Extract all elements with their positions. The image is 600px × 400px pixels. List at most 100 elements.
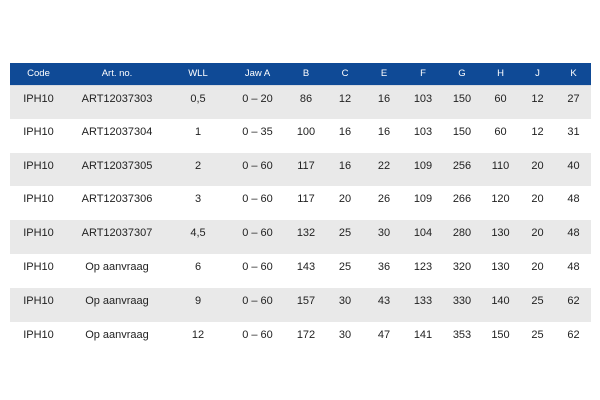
cell-f: 104 xyxy=(404,220,442,254)
cell-code: IPH10 xyxy=(10,118,67,153)
cell-art-no: Op aanvraag xyxy=(67,287,167,322)
cell-h: 140 xyxy=(482,287,519,322)
header-f: F xyxy=(404,63,442,86)
cell-j: 20 xyxy=(519,220,556,254)
cell-b: 132 xyxy=(286,220,326,254)
cell-e: 22 xyxy=(364,152,404,187)
cell-jaw-a: 0 – 60 xyxy=(229,321,286,356)
cell-c: 12 xyxy=(326,85,364,119)
cell-e: 47 xyxy=(364,321,404,356)
cell-code: IPH10 xyxy=(10,186,67,221)
cell-art-no: Op aanvraag xyxy=(67,253,167,288)
cell-g: 353 xyxy=(442,321,482,356)
cell-code: IPH10 xyxy=(10,253,67,288)
cell-code: IPH10 xyxy=(10,287,67,322)
cell-e: 43 xyxy=(364,287,404,322)
cell-wll: 4,5 xyxy=(167,220,229,254)
cell-jaw-a: 0 – 20 xyxy=(229,85,286,119)
spec-table-container: Code Art. no. WLL Jaw A B C E F G H J K … xyxy=(10,63,591,356)
cell-art-no: ART12037304 xyxy=(67,118,167,153)
cell-h: 60 xyxy=(482,85,519,119)
cell-wll: 6 xyxy=(167,253,229,288)
cell-c: 25 xyxy=(326,253,364,288)
cell-art-no: ART12037303 xyxy=(67,85,167,119)
cell-jaw-a: 0 – 60 xyxy=(229,152,286,187)
cell-g: 256 xyxy=(442,152,482,187)
cell-k: 48 xyxy=(556,186,591,221)
cell-jaw-a: 0 – 35 xyxy=(229,118,286,153)
header-h: H xyxy=(482,63,519,86)
cell-h: 110 xyxy=(482,152,519,187)
cell-k: 62 xyxy=(556,321,591,356)
cell-wll: 9 xyxy=(167,287,229,322)
cell-f: 103 xyxy=(404,118,442,153)
cell-wll: 3 xyxy=(167,186,229,221)
cell-j: 20 xyxy=(519,152,556,187)
cell-k: 27 xyxy=(556,85,591,119)
cell-c: 16 xyxy=(326,152,364,187)
table-body: IPH10 ART12037303 0,5 0 – 20 86 12 16 103 150 60 1… xyxy=(10,85,591,356)
cell-j: 12 xyxy=(519,85,556,119)
cell-b: 100 xyxy=(286,118,326,153)
table-row: IPH10 ART12037307 4,5 0 – 60 132 25 30 104 280 13… xyxy=(10,220,591,254)
cell-c: 16 xyxy=(326,118,364,153)
cell-art-no: ART12037306 xyxy=(67,186,167,221)
cell-art-no: ART12037305 xyxy=(67,152,167,187)
cell-art-no: ART12037307 xyxy=(67,220,167,254)
cell-jaw-a: 0 – 60 xyxy=(229,220,286,254)
cell-c: 25 xyxy=(326,220,364,254)
cell-f: 133 xyxy=(404,287,442,322)
cell-b: 117 xyxy=(286,186,326,221)
table-header: Code Art. no. WLL Jaw A B C E F G H J K xyxy=(10,63,591,86)
cell-wll: 2 xyxy=(167,152,229,187)
cell-j: 25 xyxy=(519,287,556,322)
cell-code: IPH10 xyxy=(10,152,67,187)
spec-table: Code Art. no. WLL Jaw A B C E F G H J K … xyxy=(10,63,591,356)
cell-f: 123 xyxy=(404,253,442,288)
cell-f: 141 xyxy=(404,321,442,356)
cell-h: 130 xyxy=(482,220,519,254)
header-j: J xyxy=(519,63,556,86)
cell-h: 150 xyxy=(482,321,519,356)
cell-g: 280 xyxy=(442,220,482,254)
cell-e: 16 xyxy=(364,118,404,153)
cell-g: 320 xyxy=(442,253,482,288)
cell-e: 16 xyxy=(364,85,404,119)
cell-c: 30 xyxy=(326,321,364,356)
cell-k: 62 xyxy=(556,287,591,322)
cell-b: 86 xyxy=(286,85,326,119)
cell-code: IPH10 xyxy=(10,220,67,254)
cell-g: 150 xyxy=(442,85,482,119)
cell-g: 150 xyxy=(442,118,482,153)
cell-g: 266 xyxy=(442,186,482,221)
cell-code: IPH10 xyxy=(10,85,67,119)
cell-c: 20 xyxy=(326,186,364,221)
cell-jaw-a: 0 – 60 xyxy=(229,186,286,221)
cell-f: 109 xyxy=(404,186,442,221)
cell-j: 20 xyxy=(519,186,556,221)
header-c: C xyxy=(326,63,364,86)
cell-g: 330 xyxy=(442,287,482,322)
cell-h: 60 xyxy=(482,118,519,153)
header-wll: WLL xyxy=(167,63,229,86)
cell-k: 48 xyxy=(556,220,591,254)
cell-b: 172 xyxy=(286,321,326,356)
header-e: E xyxy=(364,63,404,86)
table-row: IPH10 Op aanvraag 6 0 – 60 143 25 36 123 320 130 2… xyxy=(10,253,591,288)
cell-e: 36 xyxy=(364,253,404,288)
cell-h: 120 xyxy=(482,186,519,221)
cell-j: 20 xyxy=(519,253,556,288)
cell-k: 48 xyxy=(556,253,591,288)
cell-e: 26 xyxy=(364,186,404,221)
cell-jaw-a: 0 – 60 xyxy=(229,253,286,288)
cell-k: 40 xyxy=(556,152,591,187)
cell-b: 117 xyxy=(286,152,326,187)
header-code: Code xyxy=(10,63,67,86)
cell-f: 103 xyxy=(404,85,442,119)
header-k: K xyxy=(556,63,591,86)
cell-c: 30 xyxy=(326,287,364,322)
cell-h: 130 xyxy=(482,253,519,288)
table-row: IPH10 Op aanvraag 9 0 – 60 157 30 43 133 330 140 2… xyxy=(10,287,591,322)
header-art-no: Art. no. xyxy=(67,63,167,86)
cell-k: 31 xyxy=(556,118,591,153)
